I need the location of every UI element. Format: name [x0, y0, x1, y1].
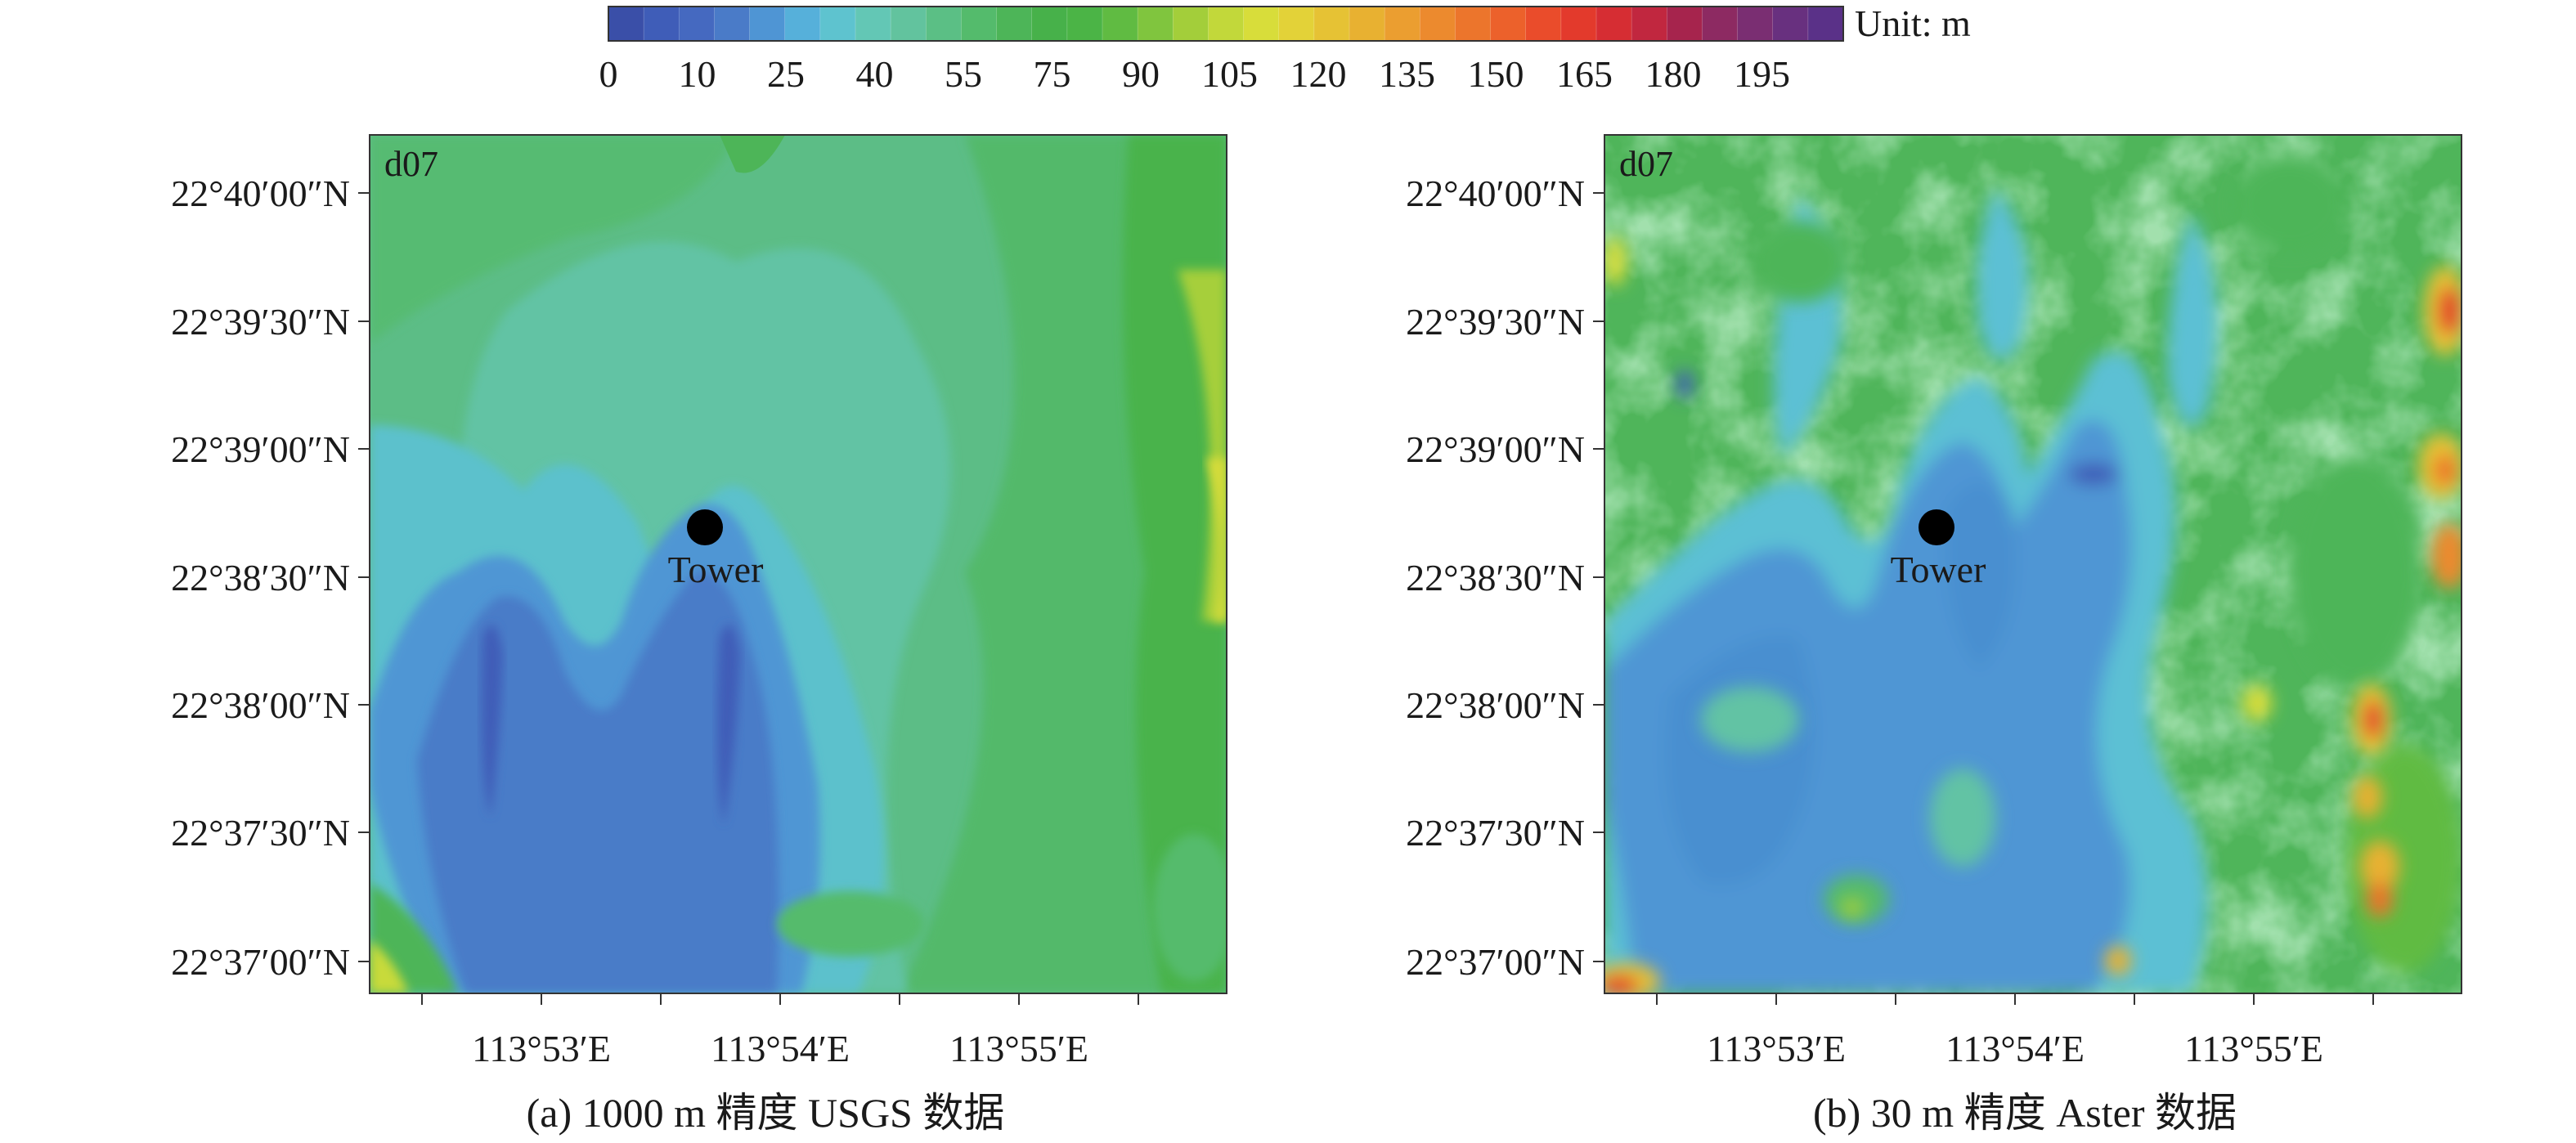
panel-b-terrain	[1604, 135, 2462, 993]
colorbar-tick-label: 75	[1034, 53, 1071, 95]
lat-tick-label: 22°37′30″N	[171, 812, 350, 854]
colorbar-swatch	[1419, 6, 1456, 42]
panel-b: d07 Tower 22°40′00″N 22°39′30″N 22°39′00″N…	[1406, 134, 2462, 1136]
colorbar-swatch	[1702, 6, 1739, 42]
lat-tick-label: 22°39′00″N	[171, 428, 350, 470]
panel-a-terrain	[370, 135, 1227, 993]
colorbar-swatch	[1807, 6, 1844, 42]
lat-tick-label: 22°39′00″N	[1406, 428, 1585, 470]
colorbar-tick-label: 195	[1734, 53, 1790, 95]
colorbar-swatch	[1631, 6, 1668, 42]
colorbar-swatches	[608, 6, 1844, 42]
colorbar-tick-label: 135	[1379, 53, 1435, 95]
colorbar-swatch	[643, 6, 680, 42]
colorbar-tick-label: 25	[767, 53, 805, 95]
panel-a-caption: (a) 1000 m 精度 USGS 数据	[527, 1090, 1005, 1136]
colorbar-swatch	[1102, 6, 1139, 42]
colorbar-swatch	[1066, 6, 1103, 42]
colorbar-tick-label: 120	[1290, 53, 1347, 95]
lon-tick-label: 113°54′E	[1945, 1028, 2085, 1069]
colorbar: Unit: m 0 10 25 40 55 75 90 105 120 135 150 165 180 1…	[599, 2, 1972, 95]
colorbar-swatch	[855, 6, 892, 42]
colorbar-swatch	[714, 6, 751, 42]
colorbar-tick-label: 165	[1556, 53, 1613, 95]
panel-a-axes: 22°40′00″N 22°39′30″N 22°39′00″N 22°38′30″N…	[171, 173, 1139, 1069]
colorbar-swatch	[678, 6, 716, 42]
panel-a-tower-marker	[687, 509, 723, 545]
lon-tick-label: 113°54′E	[711, 1028, 850, 1069]
lat-tick-label: 22°37′00″N	[1406, 941, 1585, 983]
lat-tick-label: 22°38′00″N	[171, 684, 350, 726]
colorbar-swatch	[1278, 6, 1315, 42]
colorbar-swatch	[1666, 6, 1703, 42]
colorbar-unit-label: Unit: m	[1855, 2, 1971, 44]
colorbar-tick-label: 55	[945, 53, 982, 95]
colorbar-swatch	[961, 6, 998, 42]
lat-tick-label: 22°37′00″N	[171, 941, 350, 983]
colorbar-swatch	[1313, 6, 1350, 42]
lon-tick-label: 113°53′E	[1707, 1028, 1846, 1069]
colorbar-tick-label: 180	[1645, 53, 1702, 95]
colorbar-swatch	[1172, 6, 1209, 42]
lat-tick-label: 22°40′00″N	[171, 173, 350, 214]
panel-a-domain-label: d07	[384, 144, 438, 184]
lat-tick-label: 22°39′30″N	[171, 301, 350, 343]
colorbar-swatch	[1560, 6, 1597, 42]
lon-tick-label: 113°55′E	[2184, 1028, 2323, 1069]
colorbar-swatch	[1490, 6, 1527, 42]
colorbar-swatch	[608, 6, 645, 42]
panel-b-tower-label: Tower	[1891, 549, 1986, 590]
colorbar-swatch	[1384, 6, 1421, 42]
lat-tick-label: 22°38′00″N	[1406, 684, 1585, 726]
panel-b-tower-marker	[1919, 509, 1954, 545]
colorbar-tick-label: 40	[856, 53, 894, 95]
lon-tick-label: 113°55′E	[949, 1028, 1088, 1069]
colorbar-tick-label: 105	[1201, 53, 1258, 95]
colorbar-swatch	[890, 6, 927, 42]
lon-tick-label: 113°53′E	[472, 1028, 611, 1069]
panel-b-frame	[1604, 134, 2462, 994]
panel-b-domain-label: d07	[1619, 144, 1673, 184]
panel-a: d07 Tower 22°40′00″N 22°39′30″N 22°39′00″N…	[171, 134, 1227, 1136]
colorbar-swatch	[749, 6, 786, 42]
panel-b-caption: (b) 30 m 精度 Aster 数据	[1813, 1090, 2237, 1136]
colorbar-swatch	[1737, 6, 1774, 42]
colorbar-tick-label: 10	[679, 53, 716, 95]
colorbar-swatch	[1137, 6, 1174, 42]
panel-a-frame	[369, 134, 1227, 994]
panel-a-tower-label: Tower	[668, 549, 764, 590]
colorbar-swatch	[996, 6, 1033, 42]
lat-tick-label: 22°39′30″N	[1406, 301, 1585, 343]
colorbar-tick-labels: 0 10 25 40 55 75 90 105 120 135 150 165 180 195	[599, 53, 1791, 95]
lat-tick-label: 22°38′30″N	[171, 557, 350, 598]
colorbar-tick-label: 90	[1122, 53, 1160, 95]
colorbar-swatch	[1349, 6, 1386, 42]
lat-tick-label: 22°37′30″N	[1406, 812, 1585, 854]
colorbar-swatch	[1455, 6, 1492, 42]
lat-tick-label: 22°40′00″N	[1406, 173, 1585, 214]
panel-b-axes: 22°40′00″N 22°39′30″N 22°39′00″N 22°38′30″N…	[1406, 173, 2374, 1069]
colorbar-tick-label: 150	[1468, 53, 1524, 95]
colorbar-swatch	[925, 6, 963, 42]
colorbar-swatch	[1772, 6, 1809, 42]
colorbar-swatch	[1208, 6, 1245, 42]
colorbar-frame	[608, 6, 1844, 42]
colorbar-swatch	[1525, 6, 1562, 42]
colorbar-tick-label: 0	[599, 53, 618, 95]
colorbar-swatch	[1243, 6, 1280, 42]
colorbar-swatch	[784, 6, 821, 42]
lat-tick-label: 22°38′30″N	[1406, 557, 1585, 598]
colorbar-swatch	[819, 6, 856, 42]
colorbar-swatch	[1595, 6, 1633, 42]
colorbar-swatch	[1031, 6, 1068, 42]
